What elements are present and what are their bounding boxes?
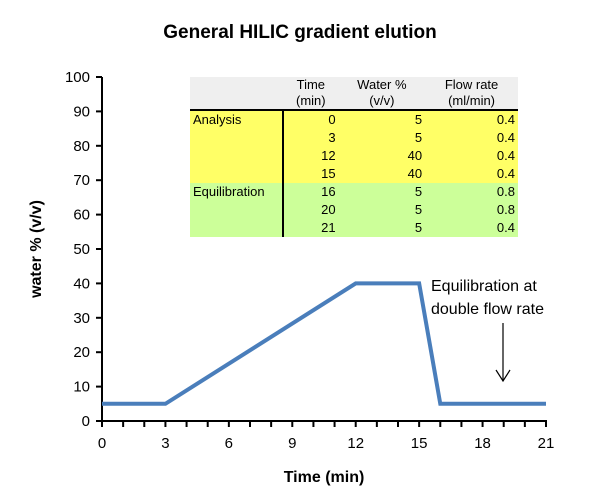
table-cell-time: 3	[283, 129, 339, 147]
table-header-water-unit: (v/v)	[338, 93, 426, 111]
table-header-water: Water %	[338, 77, 426, 93]
table-cell-phase	[190, 165, 284, 183]
x-axis-ticks: 0 3 6 9 12 15 18 21	[98, 421, 555, 452]
table-cell-time: 12	[283, 147, 339, 165]
y-tick-label: 100	[65, 69, 90, 86]
y-axis-ticks: 0 10 20 30 40 50 60 70 80 90 100	[65, 69, 102, 430]
x-tick-label: 9	[288, 435, 296, 452]
table-header-flow: Flow rate	[425, 77, 518, 93]
x-tick-label: 15	[411, 435, 428, 452]
y-tick-label: 50	[73, 241, 90, 258]
x-tick-label: 0	[98, 435, 106, 452]
table-cell-flow: 0.4	[425, 110, 518, 129]
annotation-line1: Equilibration at	[431, 278, 537, 295]
table-cell-phase: Analysis	[190, 110, 284, 129]
table-cell-water: 5	[338, 201, 426, 219]
y-tick-label: 0	[82, 413, 90, 430]
table-header-phase-unit	[190, 93, 283, 111]
y-tick-label: 90	[73, 103, 90, 120]
water-percent-line	[102, 281, 546, 406]
table-cell-water: 40	[338, 165, 426, 183]
table-body: Analysis 0 5 0.4 3 5 0.4 12 40 0.4 15 40 0.4 Equilibr…	[190, 110, 518, 237]
table-row: 12 40 0.4	[190, 147, 518, 165]
table-cell-flow: 0.4	[425, 147, 518, 165]
table-row: 3 5 0.4	[190, 129, 518, 147]
table-row: Analysis 0 5 0.4	[190, 110, 518, 129]
table-header-flow-unit: (ml/min)	[425, 93, 518, 111]
y-tick-label: 80	[73, 138, 90, 155]
table-cell-time: 21	[283, 219, 339, 237]
x-axis-title: Time (min)	[284, 469, 365, 486]
annotation-arrow-icon	[495, 323, 511, 383]
table-header-time: Time	[283, 77, 339, 93]
y-tick-label: 40	[73, 275, 90, 292]
table-cell-phase	[190, 129, 284, 147]
y-tick-label: 10	[73, 379, 90, 396]
x-tick-label: 21	[538, 435, 555, 452]
table-cell-time: 16	[283, 183, 339, 201]
x-tick-label: 3	[161, 435, 169, 452]
x-tick-label: 18	[474, 435, 491, 452]
x-tick-label: 12	[347, 435, 364, 452]
table-cell-flow: 0.8	[425, 201, 518, 219]
table-cell-phase	[190, 201, 284, 219]
table-cell-water: 40	[338, 147, 426, 165]
table-cell-time: 0	[283, 110, 339, 129]
gradient-table: Time Water % Flow rate (min) (v/v) (ml/m…	[190, 77, 518, 237]
table-cell-flow: 0.4	[425, 129, 518, 147]
table-cell-time: 15	[283, 165, 339, 183]
table-cell-phase	[190, 219, 284, 237]
table-cell-water: 5	[338, 129, 426, 147]
annotation-line2: double flow rate	[431, 301, 544, 318]
table-cell-flow: 0.8	[425, 183, 518, 201]
y-tick-label: 70	[73, 172, 90, 189]
table-row: 15 40 0.4	[190, 165, 518, 183]
table-cell-water: 5	[338, 183, 426, 201]
y-tick-label: 20	[73, 344, 90, 361]
table-header-phase	[190, 77, 283, 93]
table-cell-time: 20	[283, 201, 339, 219]
chart-title: General HILIC gradient elution	[163, 22, 437, 43]
table-row: 20 5 0.8	[190, 201, 518, 219]
table-cell-flow: 0.4	[425, 165, 518, 183]
x-tick-label: 6	[225, 435, 233, 452]
y-tick-label: 60	[73, 207, 90, 224]
table-cell-water: 5	[338, 219, 426, 237]
y-tick-label: 30	[73, 310, 90, 327]
table-cell-phase: Equilibration	[190, 183, 284, 201]
y-axis-title: water % (v/v)	[28, 200, 45, 299]
table-row: Equilibration 16 5 0.8	[190, 183, 518, 201]
table-cell-phase	[190, 147, 284, 165]
table-cell-flow: 0.4	[425, 219, 518, 237]
table-header-time-unit: (min)	[283, 93, 339, 111]
table-cell-water: 5	[338, 110, 426, 129]
table-row: 21 5 0.4	[190, 219, 518, 237]
